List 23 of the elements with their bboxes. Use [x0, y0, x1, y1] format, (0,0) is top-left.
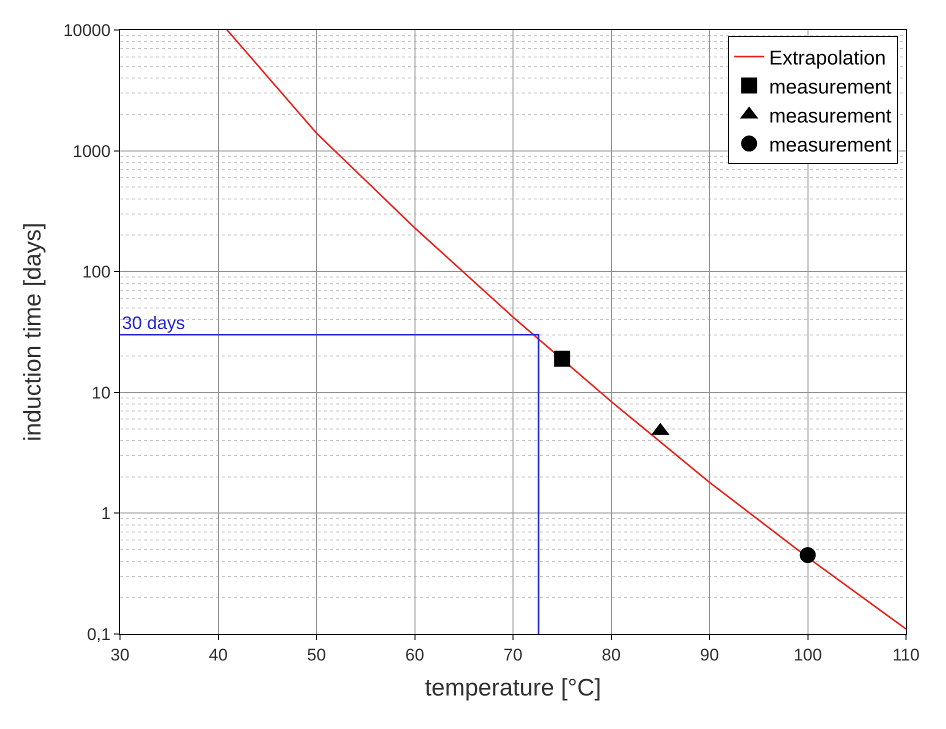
y-tick-label: 1000 [72, 142, 111, 161]
y-tick-label: 10 [92, 383, 111, 402]
legend-label: Extrapolation [769, 47, 886, 70]
x-tick-label: 80 [602, 645, 621, 664]
x-tick-label: 40 [208, 645, 228, 664]
x-axis-title: temperature [°C] [424, 674, 602, 702]
legend-label: measurement [769, 105, 892, 128]
y-tick-label: 100 [82, 262, 111, 282]
x-tick-label: 60 [405, 645, 424, 664]
x-tick-label: 30 [110, 645, 130, 664]
y-tick-label: 1 [101, 504, 111, 524]
line-series [226, 30, 906, 630]
legend-label: measurement [769, 76, 892, 98]
legend-label: measurement [769, 134, 892, 156]
y-tick-label: 10000 [63, 20, 111, 40]
y-axis-title: induction time [days] [19, 222, 46, 442]
y-tick-label: 0,1 [86, 624, 111, 644]
x-tick-label: 70 [504, 645, 522, 664]
x-tick-label: 50 [307, 645, 326, 664]
x-tick-label: 90 [700, 645, 719, 664]
x-tick-label: 110 [892, 645, 920, 664]
x-tick-label: 100 [794, 645, 822, 664]
annotation: 30 days [122, 313, 186, 333]
